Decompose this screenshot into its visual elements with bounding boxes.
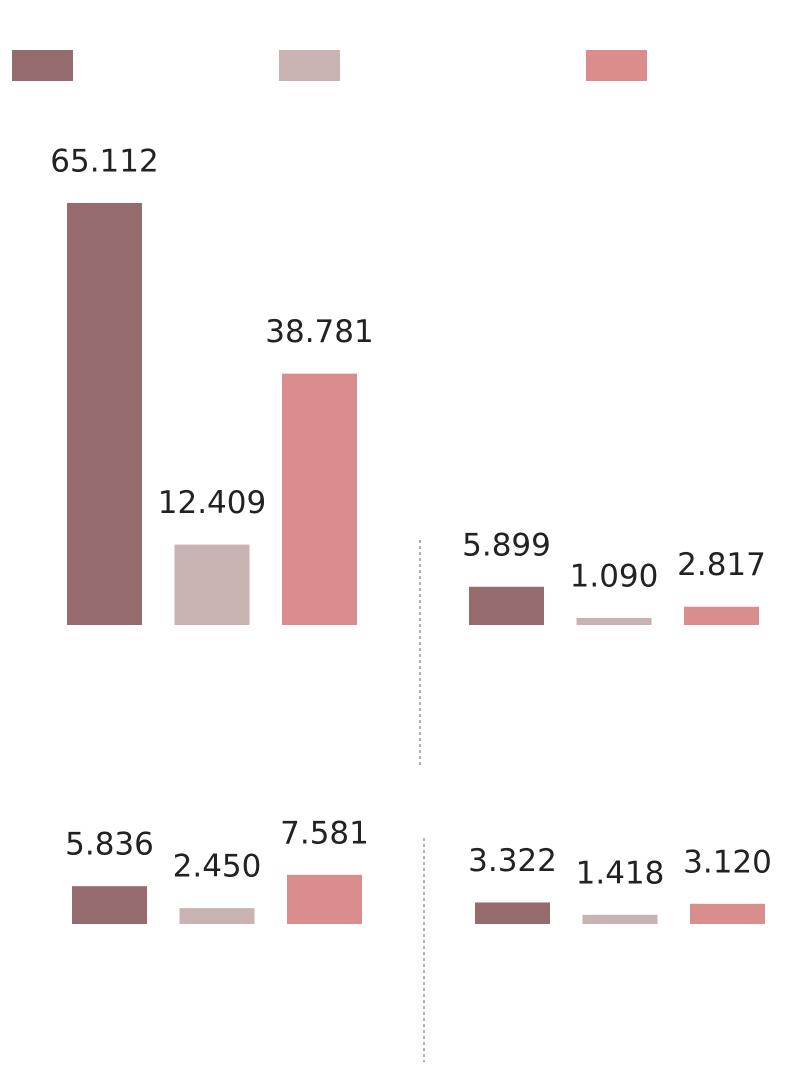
legend-swatch [586, 50, 647, 81]
value-label: 65.112 [50, 144, 158, 180]
bar [67, 203, 142, 625]
bar [684, 606, 759, 625]
legend-swatch [279, 50, 340, 81]
legend-swatch [12, 50, 73, 81]
bar [282, 373, 357, 625]
bar [287, 874, 362, 924]
bar [179, 908, 255, 924]
value-label: 7.581 [280, 815, 369, 851]
value-label: 5.899 [462, 527, 551, 563]
value-label: 5.836 [65, 827, 154, 863]
value-label: 2.817 [677, 547, 766, 583]
value-label: 12.409 [158, 485, 266, 521]
value-label: 38.781 [265, 314, 373, 350]
value-label: 3.322 [468, 843, 557, 879]
value-label: 2.450 [173, 849, 262, 885]
bar [582, 914, 658, 924]
bar [576, 617, 652, 625]
bar [174, 544, 250, 625]
bar [690, 903, 765, 924]
bar [469, 586, 544, 625]
value-label: 1.418 [576, 855, 665, 891]
value-label: 3.120 [683, 844, 772, 880]
bar [475, 902, 550, 924]
bar [72, 886, 147, 924]
value-label: 1.090 [570, 558, 659, 594]
